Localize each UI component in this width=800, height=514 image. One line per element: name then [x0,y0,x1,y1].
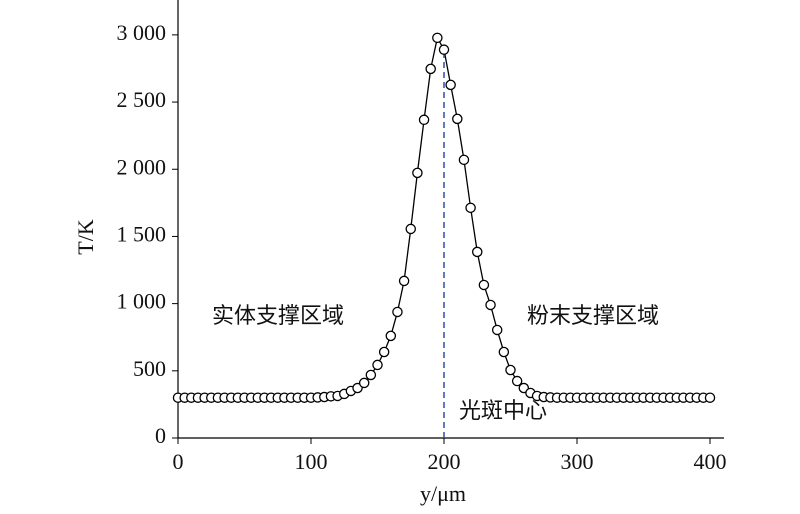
data-point [445,79,456,91]
x-axis-label: y/μm [420,481,466,506]
data-point [471,246,483,258]
y-tick-label: 0 [155,423,166,448]
data-point [498,346,510,358]
y-axis-label: T/K [73,219,98,255]
data-point [458,154,470,166]
data-point [425,63,436,75]
data-point [438,44,450,55]
data-point [465,202,476,214]
annotation: 实体支撑区域 [212,303,344,328]
data-point [358,377,370,389]
x-tick-label: 400 [694,449,727,474]
data-point [511,375,523,387]
data-point [378,346,390,358]
data-point [392,306,403,318]
data-point [505,364,516,376]
data-point [704,392,716,403]
data-point [478,279,490,291]
data-point [412,167,423,179]
x-tick-label: 300 [561,449,594,474]
data-point [432,32,443,44]
y-tick-label: 2 000 [117,154,167,179]
data-point [485,299,496,311]
annotation: 光斑中心 [459,398,547,423]
data-point [372,359,383,371]
y-tick-label: 2 500 [117,87,167,112]
data-point [418,114,430,126]
data-point [365,369,377,381]
y-tick-label: 1 500 [117,221,167,246]
x-tick-label: 100 [295,449,328,474]
y-tick-label: 1 000 [117,289,167,314]
y-tick-label: 3 000 [117,20,167,45]
annotation: 粉末支撑区域 [527,303,659,328]
data-point [405,223,416,235]
data-point [491,324,503,336]
data-point [452,113,463,125]
x-tick-label: 0 [173,449,184,474]
y-tick-label: 500 [133,356,166,381]
x-tick-label: 200 [428,449,461,474]
data-point [385,330,397,342]
data-point [398,275,410,287]
